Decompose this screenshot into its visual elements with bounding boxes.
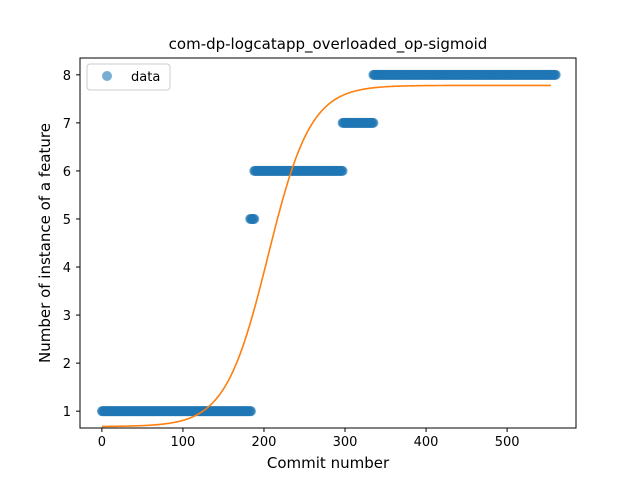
y-tick-label: 6 [63,165,71,180]
x-tick-label: 100 [171,435,196,450]
x-tick-label: 200 [252,435,277,450]
y-tick-label: 2 [63,357,71,372]
y-tick-label: 7 [63,117,71,132]
y-axis-ticks: 1 2 3 4 5 6 7 8 [63,69,80,420]
scatter-point [249,213,260,224]
legend-box [86,63,171,91]
scatter-point [246,406,257,417]
y-axis-label: Number of instance of a feature [36,123,54,363]
y-tick-label: 3 [63,309,71,324]
legend: data [86,63,171,91]
x-tick-label: 300 [333,435,358,450]
scatter-point [368,117,379,128]
scatter-point [550,69,561,80]
x-axis-label: Commit number [267,454,390,472]
scatter-point [337,165,348,176]
x-tick-label: 500 [495,435,520,450]
plot-area-frame [79,57,577,429]
y-tick-label: 4 [63,261,71,276]
scatter-layer [96,69,561,417]
x-tick-label: 400 [414,435,439,450]
x-tick-label: 0 [98,435,106,450]
y-tick-label: 8 [63,69,71,84]
fit-curve-line [101,84,551,428]
x-axis-ticks: 0 100 200 300 400 500 [98,428,520,450]
chart-title: com-dp-logcatapp_overloaded_op-sigmoid [169,35,488,54]
legend-label-data: data [131,70,160,85]
legend-marker-data [102,71,112,81]
y-tick-label: 1 [63,405,71,420]
y-tick-label: 5 [63,213,71,228]
